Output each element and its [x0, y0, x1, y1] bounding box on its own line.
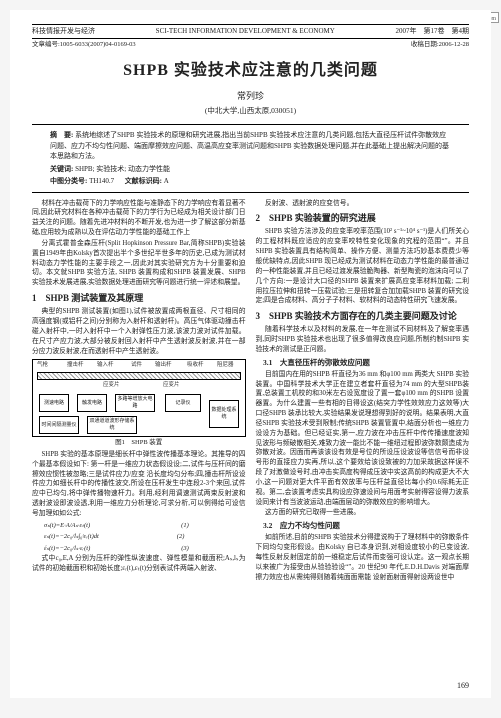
body-columns: 材料在冲击载荷下的力学响应性能与准静态下的力学响应有着显著不同,因此研究材料在各… [32, 199, 469, 584]
affiliation: (中北大学,山西太原,030051) [32, 106, 469, 116]
fig-label-damper: 阻尼器 [217, 362, 234, 370]
keywords-text: SHPB; 实验技术; 动态力学性能 [75, 165, 170, 173]
abstract-block: 摘 要: 系统地综述了SHPB 实验技术的原理和研究进展,指出当前SHPB 实验… [32, 124, 469, 193]
right-column: 反射波、透射波的应变信号。 2 SHPB 实验装置的研究进展 SHPB 实验方法… [256, 199, 470, 584]
box-scope: 双通道道波形存储系统 [87, 416, 137, 434]
section-3-intro: 随着科学技术以及材料的发展,在一年在测试不同材料及了解变率遇到,同时SHPB 实… [256, 325, 470, 355]
figure-1-diagram: 气枪 撞击杆 输入杆 试件 输出杆 吸收杆 阻尼器 应变片 应变片 测速电路 触… [32, 359, 246, 437]
clc-value: TH140.7 [89, 177, 114, 185]
abstract-label: 摘 要: [50, 131, 73, 139]
equation-1: σₛ(t)=E·A/Aₛ·εₜ(t) (1) [44, 521, 246, 530]
fig-label-gas: 气枪 [37, 362, 48, 370]
fig-label-absorb: 吸收杆 [187, 362, 204, 370]
section-1-para: 典型的SHPB 测试装置(如图1),试件被放置成两根直径、尺寸相同的高强度钢(或… [32, 307, 246, 356]
section-2-heading: 2 SHPB 实验装置的研究进展 [256, 212, 470, 225]
intro-para-1: 材料在冲击载荷下的力学响应性能与准静态下的力学响应有着显著不同,因此研究材料在各… [32, 199, 246, 238]
journal-name-cn: 科技情报开发与经济 [32, 27, 95, 36]
author-name: 常列珍 [32, 90, 469, 102]
fig-label-gauge1: 应变片 [103, 382, 120, 390]
clc-label: 中图分类号: [50, 177, 87, 185]
left-column: 材料在冲击载荷下的力学响应性能与准静态下的力学响应有着显著不同,因此研究材料在各… [32, 199, 246, 584]
section-1-para-2: SHPB 实验的基本原理是细长杆中弹性波传播基本理论。其推导的四个最基本假设如下… [32, 450, 246, 519]
fig-label-striker: 撞击杆 [67, 362, 84, 370]
box-velocity: 测速电路 [39, 394, 69, 412]
journal-name-en: SCI-TECH INFORMATION DEVELOPMENT & ECONO… [156, 27, 335, 36]
figure-1-caption: 图1 SHPB 装置 [32, 438, 246, 447]
section-3-1-heading: 3.1 大直径压杆的弥散效应问题 [256, 358, 470, 369]
section-3-2-heading: 3.2 应力不均匀性问题 [256, 521, 470, 532]
box-amp: 多路等增放大电路 [115, 394, 155, 412]
box-timer: 时间间隔测量仪 [39, 416, 79, 434]
box-trigger: 触发电路 [77, 394, 107, 412]
paper-title: SHPB 实验技术应注意的几类问题 [32, 60, 469, 82]
article-meta: 文章编号:1005-6033(2007)04-0169-03 收稿日期:2006… [32, 41, 469, 50]
issue-info: 2007年 第17卷 第4期 [396, 27, 470, 36]
section-3-heading: 3 SHPB 实验技术方面存在的几类主要问题及讨论 [256, 310, 470, 323]
box-recorder: 记录仪 [165, 394, 201, 412]
section-3-1-para-2: 这方面的研究已取得一些进展。 [256, 508, 470, 518]
keywords-label: 关键词: [50, 165, 73, 173]
intro-para-2: 分离式霍普金森压杆(Split Hopkinson Pressure Bar,简… [32, 239, 246, 288]
fig-label-gauge2: 应变片 [163, 382, 180, 390]
equation-2: εₛ(t)=−2c₀/lₛ∫₀ᵗεᵣ(t)dt (2) [44, 532, 246, 541]
bar-assembly [37, 372, 241, 380]
section-2-para: SHPB 实验方法涉及的应变率咬率范围(10² s⁻¹~10⁴ s⁻¹)是人们所… [256, 227, 470, 306]
article-id: 文章编号:1005-6033(2007)04-0169-03 [32, 41, 136, 50]
abstract-text: 系统地综述了SHPB 实验技术的原理和研究进展,指出当前SHPB 实验技术应注意… [50, 131, 449, 160]
journal-header: 科技情报开发与经济 SCI-TECH INFORMATION DEVELOPME… [32, 24, 469, 39]
paper-page: 科技情报开发与经济 SCI-TECH INFORMATION DEVELOPME… [10, 10, 491, 698]
section-1-para-3: 式中c₀,E,A 分别为压杆的弹性纵波速度、弹性模量和截面积;Aₛ,lₛ为试件的… [32, 554, 246, 574]
section-3-1-para: 目前国内在用的SHPB 杆直径为36 mm 和φ100 mm 两类大 SHPB … [256, 370, 470, 508]
fig-label-input: 输入杆 [97, 362, 114, 370]
section-3-2-para: 如前所述,目前的SHPB 实验技术分得建说构于了理材料中的弥散条件下同均匀变形假… [256, 533, 470, 582]
continuation-text: 反射波、透射波的应变信号。 [256, 199, 470, 209]
fig-label-output: 输出杆 [155, 362, 172, 370]
page-number: 169 [457, 681, 469, 692]
equation-3: έₛ(t)=−2c₀/lₛ·εᵣ(t) (3) [44, 544, 246, 553]
box-dataproc: 数据处理系统 [209, 400, 239, 428]
section-1-heading: 1 SHPB 测试装置及其原理 [32, 292, 246, 305]
fig-label-specimen: 试件 [131, 362, 142, 370]
doc-code-value: A [164, 177, 169, 185]
doc-code-label: 文献标识码: [125, 177, 162, 185]
received-date: 收稿日期:2006-12-28 [411, 41, 469, 50]
